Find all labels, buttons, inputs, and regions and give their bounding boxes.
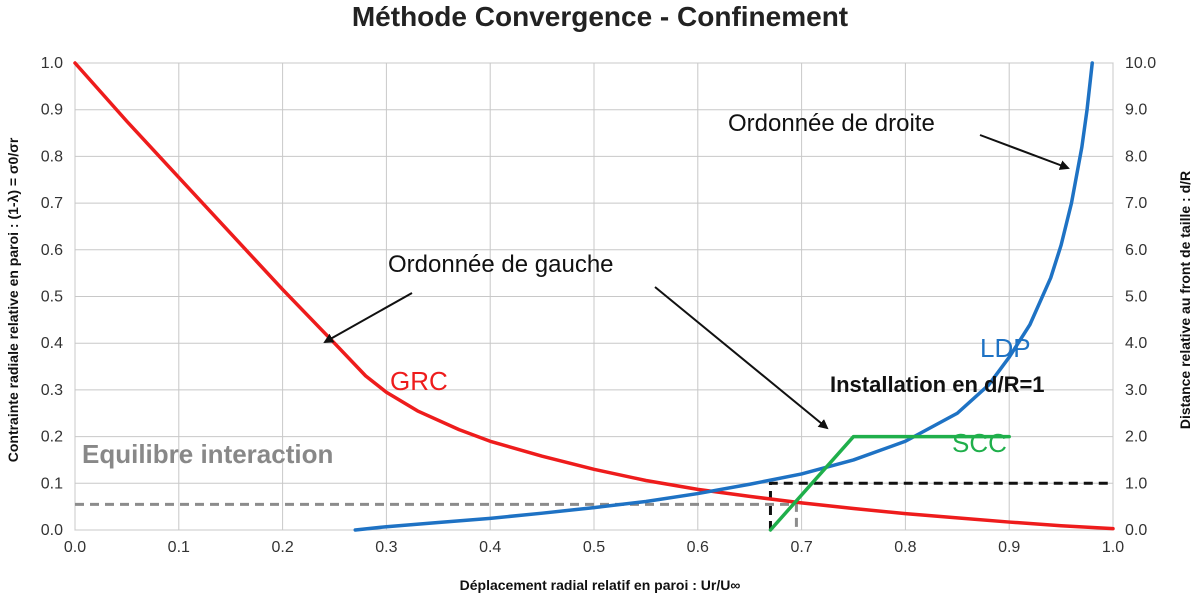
annotation-arrow-right [979,134,1070,170]
y-left-tick-label: 0.1 [41,475,63,492]
y-right-tick-label: 9.0 [1125,102,1147,119]
annotation-equilibrium: Equilibre interaction [82,439,333,469]
y-right-tick-label: 5.0 [1125,289,1147,306]
series-label-scc: SCC [952,428,1007,458]
annotation-arrow-gauche-grc [323,292,413,343]
series-label-grc: GRC [390,366,448,396]
y-left-tick-label: 0.6 [41,242,63,259]
annotation-right-axis: Ordonnée de droite [728,110,935,137]
annotation-arrow-gauche-scc [654,286,829,430]
annotation-left-axis: Ordonnée de gauche [388,251,614,278]
y-left-tick-label: 0.9 [41,102,63,119]
y-right-tick-label: 3.0 [1125,382,1147,399]
x-tick-label: 0.3 [375,539,397,556]
installation-line [768,481,1113,530]
y-left-ticks: 0.0 0.1 0.2 0.3 0.4 0.5 0.6 0.7 0.8 0.9 1.0 [41,55,63,539]
y-left-tick-label: 0.2 [41,429,63,446]
series-line-scc [768,434,1011,532]
y-right-tick-label: 4.0 [1125,335,1147,352]
x-tick-label: 1.0 [1102,539,1124,556]
x-tick-label: 0.4 [479,539,501,556]
series-group [73,61,1115,532]
annotation-installation: Installation en d/R=1 [830,372,1045,397]
y-right-tick-label: 8.0 [1125,148,1147,165]
y-right-tick-label: 6.0 [1125,242,1147,259]
chart-title: Méthode Convergence - Confinement [352,1,848,32]
y-left-axis-label: Contrainte radiale relative en paroi : (… [5,137,21,462]
x-tick-label: 0.8 [894,539,916,556]
series-line-ldp [353,61,1094,532]
x-tick-label: 0.6 [687,539,709,556]
y-left-tick-label: 0.0 [41,522,63,539]
y-left-tick-label: 0.8 [41,148,63,165]
y-left-tick-label: 0.4 [41,335,63,352]
x-tick-label: 0.1 [168,539,190,556]
series-label-ldp: LDP [980,333,1031,363]
y-left-tick-label: 0.3 [41,382,63,399]
reference-lines [75,481,1113,530]
equilibrium-line [75,502,798,530]
y-left-tick-label: 0.7 [41,195,63,212]
y-right-tick-label: 7.0 [1125,195,1147,212]
series-line-grc [73,61,1115,531]
grid [74,62,1114,531]
y-right-tick-label: 10.0 [1125,55,1156,72]
x-tick-label: 0.5 [583,539,605,556]
x-tick-label: 0.7 [790,539,812,556]
y-right-tick-label: 1.0 [1125,475,1147,492]
y-right-ticks: 0.0 1.0 2.0 3.0 4.0 5.0 6.0 7.0 8.0 9.0 10.0 [1125,55,1156,539]
x-tick-label: 0.9 [998,539,1020,556]
x-axis-label: Déplacement radial relatif en paroi : Ur… [460,577,741,593]
x-ticks: 0.0 0.1 0.2 0.3 0.4 0.5 0.6 0.7 0.8 0.9 1.0 [64,539,1124,556]
y-right-tick-label: 2.0 [1125,429,1147,446]
y-left-tick-label: 1.0 [41,55,63,72]
y-right-tick-label: 0.0 [1125,522,1147,539]
x-tick-label: 0.0 [64,539,86,556]
x-tick-label: 0.2 [271,539,293,556]
y-right-axis-label: Distance relative au front de taille : d… [1177,171,1193,429]
y-left-tick-label: 0.5 [41,289,63,306]
